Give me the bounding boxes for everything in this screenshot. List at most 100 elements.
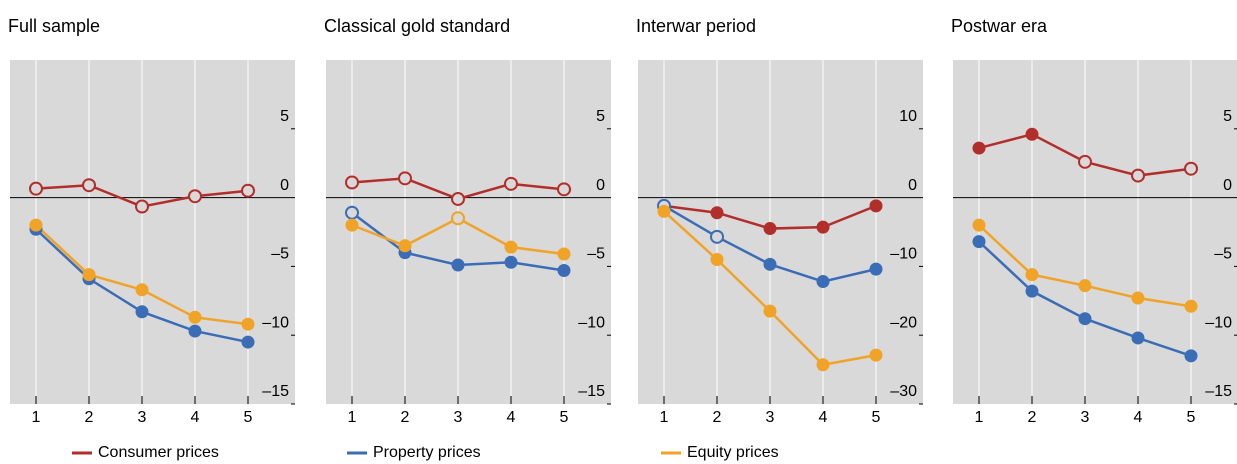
x-tick-label: 2 <box>1028 409 1037 426</box>
x-tick-label: 2 <box>85 409 94 426</box>
data-point <box>763 257 777 271</box>
data-point <box>869 348 883 362</box>
data-point <box>504 240 518 254</box>
x-tick-label: 2 <box>401 409 410 426</box>
data-point <box>1131 331 1145 345</box>
data-point <box>1131 168 1145 183</box>
data-point <box>135 283 149 297</box>
x-tick-label: 4 <box>507 409 516 426</box>
x-tick-label: 5 <box>872 409 881 426</box>
data-point <box>1025 284 1039 298</box>
plot-area <box>953 60 1237 404</box>
y-tick-label: –5 <box>271 246 289 263</box>
x-tick-label: 3 <box>1081 409 1090 426</box>
y-tick-label: 10 <box>899 108 917 125</box>
data-point <box>763 304 777 318</box>
data-point <box>398 171 412 186</box>
data-point <box>816 275 830 289</box>
y-tick-label: 5 <box>1223 108 1232 125</box>
data-point <box>451 211 465 226</box>
x-tick-label: 1 <box>348 409 357 426</box>
y-tick-label: –20 <box>890 314 917 331</box>
data-point <box>557 247 571 261</box>
data-point <box>1078 154 1092 169</box>
y-tick-label: –15 <box>262 383 289 400</box>
data-point <box>557 264 571 278</box>
data-point <box>345 175 359 190</box>
y-tick-label: 0 <box>596 177 605 194</box>
y-tick-label: –10 <box>578 314 605 331</box>
data-point <box>241 335 255 349</box>
legend-label: Consumer prices <box>98 444 219 461</box>
data-point <box>241 183 255 198</box>
y-tick-label: –10 <box>1205 314 1232 331</box>
panel-title: Classical gold standard <box>324 16 510 36</box>
x-tick-label: 5 <box>1187 409 1196 426</box>
data-point <box>869 199 883 213</box>
data-point <box>345 205 359 220</box>
data-point <box>763 222 777 236</box>
panel-title: Interwar period <box>636 16 756 36</box>
y-tick-label: –5 <box>587 246 605 263</box>
data-point <box>188 189 202 204</box>
x-tick-label: 4 <box>1134 409 1143 426</box>
data-point <box>188 310 202 324</box>
data-point <box>1078 279 1092 293</box>
x-tick-label: 1 <box>975 409 984 426</box>
y-tick-label: –10 <box>890 246 917 263</box>
x-tick-label: 3 <box>454 409 463 426</box>
legend-label: Equity prices <box>687 444 779 461</box>
panel-title: Postwar era <box>951 16 1048 36</box>
data-point <box>1078 312 1092 326</box>
y-tick-label: 0 <box>280 177 289 194</box>
data-point <box>451 258 465 272</box>
data-point <box>29 218 43 232</box>
data-point <box>135 199 149 214</box>
data-point <box>82 268 96 282</box>
data-point <box>504 255 518 269</box>
data-point <box>869 262 883 276</box>
panel-title: Full sample <box>8 16 100 36</box>
data-point <box>345 218 359 232</box>
data-point <box>816 358 830 372</box>
x-tick-label: 3 <box>138 409 147 426</box>
y-tick-label: –15 <box>578 383 605 400</box>
data-point <box>188 324 202 338</box>
data-point <box>710 229 724 244</box>
data-point <box>1184 161 1198 176</box>
y-tick-label: –15 <box>1205 383 1232 400</box>
y-tick-label: 0 <box>908 177 917 194</box>
data-point <box>1184 299 1198 313</box>
y-tick-label: 5 <box>280 108 289 125</box>
x-tick-label: 2 <box>713 409 722 426</box>
y-tick-label: –30 <box>890 383 917 400</box>
x-tick-label: 4 <box>819 409 828 426</box>
data-point <box>504 176 518 191</box>
data-point <box>398 239 412 253</box>
y-tick-label: –5 <box>1214 246 1232 263</box>
y-tick-label: –10 <box>262 314 289 331</box>
x-tick-label: 5 <box>560 409 569 426</box>
data-point <box>135 305 149 319</box>
data-point <box>1184 349 1198 363</box>
data-point <box>972 235 986 249</box>
data-point <box>1025 127 1039 141</box>
x-tick-label: 3 <box>766 409 775 426</box>
data-point <box>972 218 986 232</box>
x-tick-label: 1 <box>660 409 669 426</box>
x-tick-label: 5 <box>244 409 253 426</box>
y-tick-label: 5 <box>596 108 605 125</box>
data-point <box>710 206 724 220</box>
x-tick-label: 4 <box>191 409 200 426</box>
data-point <box>29 181 43 196</box>
data-point <box>816 220 830 234</box>
data-point <box>82 178 96 193</box>
data-point <box>1131 291 1145 305</box>
data-point <box>657 204 671 218</box>
plot-area <box>10 60 295 404</box>
x-tick-label: 1 <box>32 409 41 426</box>
data-point <box>710 253 724 267</box>
data-point <box>972 141 986 155</box>
y-tick-label: 0 <box>1223 177 1232 194</box>
